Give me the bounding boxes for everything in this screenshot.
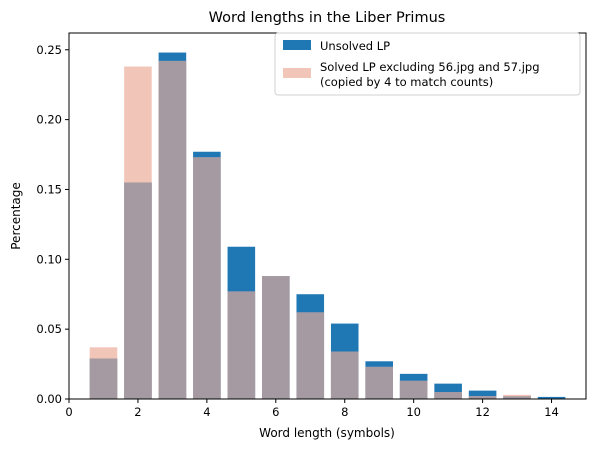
bar-overlap-13 xyxy=(503,396,531,399)
x-tick-label: 6 xyxy=(272,405,279,419)
bar-overlap-4 xyxy=(193,157,221,399)
bar-overlap-1 xyxy=(89,358,118,399)
bar-overlap-3 xyxy=(158,60,187,399)
legend-swatch-solved xyxy=(283,68,311,78)
legend-box xyxy=(274,32,581,96)
y-axis-ticks: 0.00 0.05 0.10 0.15 0.20 0.25 xyxy=(36,43,69,406)
x-axis-ticks: 0 2 4 6 8 10 12 14 xyxy=(65,399,559,419)
y-tick-label: 0.00 xyxy=(36,392,62,406)
x-tick-label: 14 xyxy=(544,405,559,419)
y-axis-label: Percentage xyxy=(9,182,23,250)
x-tick-label: 8 xyxy=(341,405,348,419)
y-tick-label: 0.10 xyxy=(36,252,62,266)
bar-overlap-2 xyxy=(124,182,152,399)
y-tick-label: 0.20 xyxy=(36,113,62,127)
legend-label-solved: Solved LP excluding 56.jpg and 57.jpg (co… xyxy=(320,60,540,89)
x-tick-label: 0 xyxy=(65,405,72,419)
bar-unsolved-14 xyxy=(537,396,566,399)
legend: Unsolved LP Solved LP excluding 56.jpg a… xyxy=(274,32,581,96)
bar-overlap-7 xyxy=(296,312,325,399)
bar-overlap-6 xyxy=(262,276,290,399)
bar-overlap-10 xyxy=(399,380,428,399)
bar-overlap-12 xyxy=(468,396,497,399)
chart-title: Word lengths in the Liber Primus xyxy=(209,10,446,26)
x-tick-label: 4 xyxy=(203,405,210,419)
bar-overlap-11 xyxy=(434,392,462,399)
bar-overlap-5 xyxy=(227,291,256,399)
y-tick-label: 0.15 xyxy=(36,182,62,196)
legend-label-unsolved: Unsolved LP xyxy=(320,39,390,53)
y-tick-label: 0.25 xyxy=(36,43,62,57)
x-tick-label: 2 xyxy=(134,405,141,419)
x-axis-label: Word length (symbols) xyxy=(259,426,395,440)
y-tick-label: 0.05 xyxy=(36,322,62,336)
legend-swatch-unsolved xyxy=(283,40,311,50)
bar-unsolved-12 xyxy=(468,390,497,399)
bars-overlap xyxy=(89,60,531,399)
x-tick-label: 12 xyxy=(475,405,490,419)
bar-overlap-9 xyxy=(365,366,393,399)
plot-area xyxy=(89,52,566,399)
x-tick-label: 10 xyxy=(406,405,421,419)
bar-overlap-8 xyxy=(330,351,359,399)
